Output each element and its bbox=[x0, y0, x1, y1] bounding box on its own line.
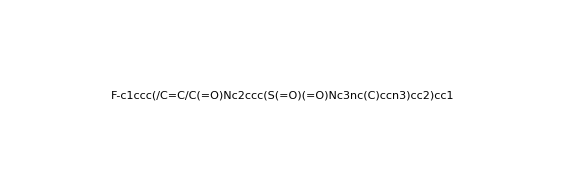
Text: F-c1ccc(/C=C/C(=O)Nc2ccc(S(=O)(=O)Nc3nc(C)ccn3)cc2)cc1: F-c1ccc(/C=C/C(=O)Nc2ccc(S(=O)(=O)Nc3nc(… bbox=[112, 91, 454, 101]
